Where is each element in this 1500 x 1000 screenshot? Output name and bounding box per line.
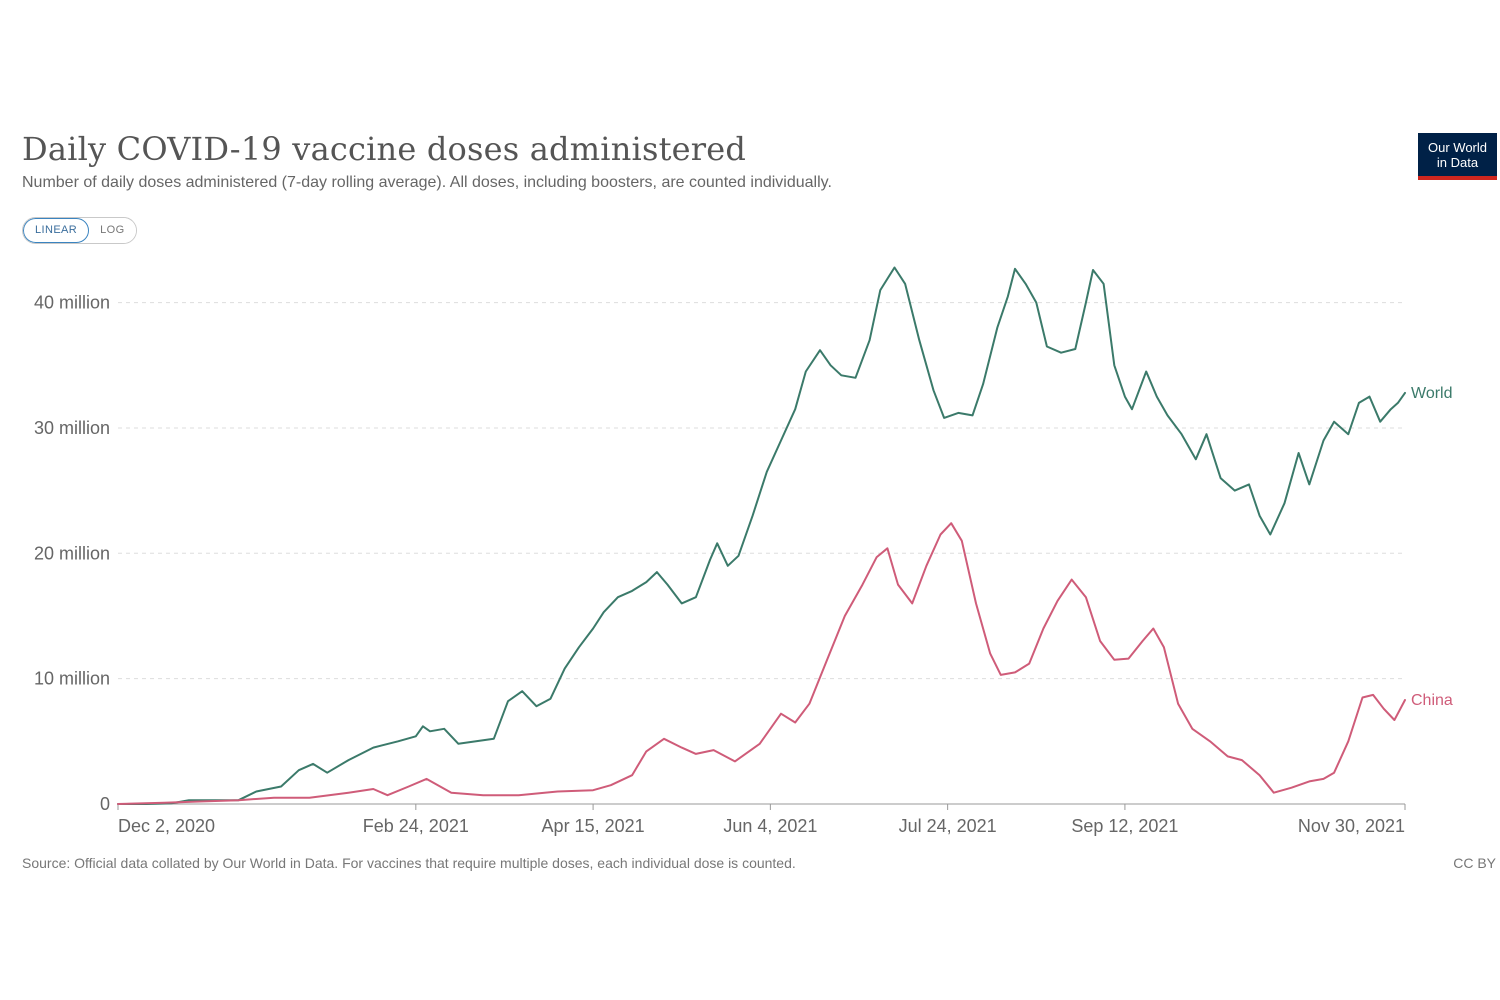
axes: 0 10 million 20 million 30 million 40 millio… <box>34 293 1406 836</box>
x-tick-label: Nov 30, 2021 <box>1298 816 1405 836</box>
logo-line-2: in Data <box>1436 154 1479 170</box>
x-tick-label: Jun 4, 2021 <box>723 816 817 836</box>
series-line-world <box>117 266 1406 805</box>
y-tick-label: 10 million <box>34 669 110 689</box>
chart-title: Daily COVID-19 vaccine doses administere… <box>22 130 747 168</box>
chart-subtitle: Number of daily doses administered (7-da… <box>22 174 832 191</box>
y-tick-label: 40 million <box>34 293 110 313</box>
series-labels: World China <box>1411 385 1453 709</box>
y-tick-label: 0 <box>100 794 110 814</box>
x-tick-label: Feb 24, 2021 <box>363 816 469 836</box>
linear-scale-button[interactable]: LINEAR <box>23 218 90 243</box>
scale-toggle: LINEAR LOG <box>22 217 137 244</box>
series-label-world: World <box>1411 385 1453 402</box>
log-scale-button[interactable]: LOG <box>89 218 136 243</box>
series-lines <box>117 266 1406 805</box>
chart-card <box>0 115 1500 885</box>
x-tick-label: Apr 15, 2021 <box>542 816 645 836</box>
series-label-china: China <box>1411 692 1453 709</box>
y-tick-label: 20 million <box>34 543 110 563</box>
series-line-china <box>117 522 1406 805</box>
x-tick-label: Dec 2, 2020 <box>118 816 215 836</box>
source-note: Source: Official data collated by Our Wo… <box>22 855 796 871</box>
logo-line-1: Our World <box>1428 139 1487 155</box>
x-tick-label: Sep 12, 2021 <box>1071 816 1178 836</box>
license-link[interactable]: CC BY <box>1453 855 1496 871</box>
x-tick-label: Jul 24, 2021 <box>899 816 997 836</box>
owid-logo[interactable]: Our World in Data <box>1418 133 1497 180</box>
y-tick-label: 30 million <box>34 418 110 438</box>
grid-lines <box>118 302 1405 680</box>
